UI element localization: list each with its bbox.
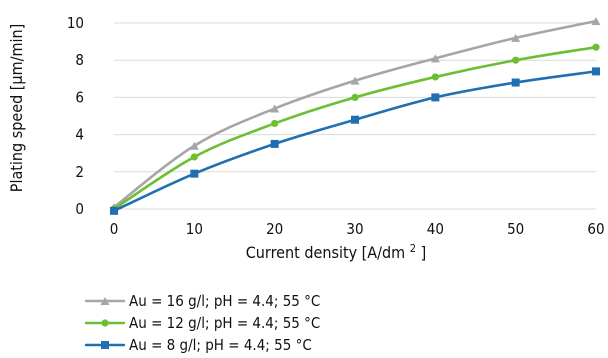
- legend-item-2: Au = 12 g/l; pH = 4.4; 55 °C: [84, 314, 320, 332]
- y-axis-title: Plating speed [µm/min]: [7, 24, 26, 192]
- series-3-line: [112, 70, 598, 213]
- legend-item-1: Au = 16 g/l; pH = 4.4; 55 °C: [84, 292, 320, 310]
- series-2-line: [112, 45, 598, 211]
- series-3-point-7: [592, 67, 600, 76]
- x-axis-title-suffix: ]: [421, 243, 427, 262]
- series-1: [109, 17, 601, 212]
- series-3-point-3: [270, 139, 279, 148]
- series-3-point-6: [511, 78, 520, 87]
- x-axis-title: Current density [A/dm 2 ]: [246, 237, 426, 262]
- series-3-point-1: [110, 206, 118, 215]
- axis-layer: 0 2 4 6 8 10 0 10 20 30 40 50 60: [67, 14, 605, 238]
- legend-item-3: Au = 8 g/l; pH = 4.4; 55 °C: [84, 336, 312, 354]
- series-2-point-2: [190, 153, 198, 161]
- series-2-point-4: [351, 93, 359, 101]
- legend-layer: Au = 16 g/l; pH = 4.4; 55 °C Au = 12 g/l;…: [84, 292, 320, 354]
- series-3: [110, 67, 600, 215]
- series-1-point-6: [511, 33, 521, 42]
- x-tick-label-50: 50: [507, 220, 524, 238]
- series-1-line: [112, 19, 598, 209]
- legend-label-1: Au = 16 g/l; pH = 4.4; 55 °C: [129, 292, 320, 310]
- series-2-point-6: [512, 56, 520, 64]
- series-layer: [109, 17, 601, 215]
- series-1-point-5: [430, 54, 440, 63]
- x-axis-title-main: Current density [A/dm: [246, 243, 405, 262]
- series-3-point-4: [351, 115, 359, 124]
- x-axis-title-superscript: 2: [410, 242, 416, 255]
- x-tick-label-40: 40: [427, 220, 444, 238]
- series-1-point-2: [189, 141, 199, 150]
- legend-marker-1: [100, 297, 110, 305]
- x-tick-label-30: 30: [346, 220, 363, 238]
- x-tick-label-0: 0: [110, 220, 119, 238]
- y-tick-label-4: 4: [75, 126, 84, 144]
- series-3-point-5: [431, 93, 440, 102]
- series-3-point-2: [190, 169, 199, 178]
- y-tick-label-6: 6: [75, 88, 84, 106]
- y-tick-label-10: 10: [67, 14, 84, 32]
- y-tick-label-8: 8: [75, 51, 84, 69]
- series-2-point-3: [271, 119, 279, 128]
- legend-label-2: Au = 12 g/l; pH = 4.4; 55 °C: [129, 314, 320, 332]
- series-2-point-7: [592, 43, 600, 51]
- y-tick-label-2: 2: [75, 163, 84, 181]
- series-1-point-7: [591, 17, 601, 26]
- x-tick-label-10: 10: [186, 220, 203, 238]
- legend-marker-2: [101, 319, 109, 327]
- series-1-point-4: [350, 76, 360, 85]
- x-tick-label-60: 60: [587, 220, 604, 238]
- x-tick-label-20: 20: [266, 220, 283, 238]
- legend-label-3: Au = 8 g/l; pH = 4.4; 55 °C: [129, 336, 312, 354]
- series-1-point-3: [270, 104, 280, 113]
- legend-marker-3: [101, 341, 109, 349]
- series-2-point-5: [431, 73, 439, 81]
- y-tick-label-0: 0: [75, 200, 84, 218]
- series-2: [110, 43, 600, 213]
